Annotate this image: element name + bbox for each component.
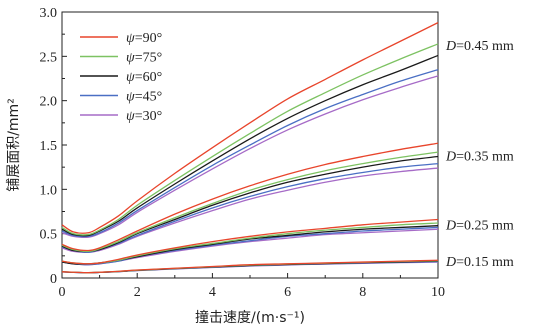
x-tick-label: 10 [431, 285, 445, 300]
legend-symbol: ψ [126, 31, 135, 46]
x-tick-label: 4 [209, 285, 216, 300]
legend-symbol: ψ [126, 90, 135, 105]
x-tick-label: 0 [59, 285, 66, 300]
y-tick-label: 3.0 [40, 6, 58, 21]
group-label-0: D=0.45 mm [445, 39, 514, 54]
group-label-symbol: D [445, 255, 456, 270]
y-tick-label: 0 [50, 272, 57, 287]
group-label-value: =0.45 mm [456, 39, 514, 54]
x-tick-label: 2 [134, 285, 141, 300]
x-tick-label: 6 [284, 285, 291, 300]
series-line [61, 259, 439, 274]
series-group-2 [61, 218, 439, 266]
legend: ψ=90°ψ=75°ψ=60°ψ=45°ψ=30° [80, 31, 162, 124]
x-tick-label: 8 [359, 285, 366, 300]
series-line [61, 151, 439, 253]
legend-label: ψ=90° [126, 31, 162, 46]
y-tick-label: 2.0 [40, 95, 58, 110]
legend-symbol: ψ [126, 51, 135, 66]
y-tick-label: 1.0 [40, 183, 58, 198]
group-label-3: D=0.15 mm [445, 255, 514, 270]
y-tick-label: 2.5 [40, 50, 58, 65]
legend-symbol: ψ [126, 109, 135, 124]
legend-label: ψ=45° [126, 90, 162, 105]
series-line [61, 155, 439, 253]
group-label-2: D=0.25 mm [445, 218, 514, 233]
legend-value: =75° [135, 51, 163, 66]
group-label-symbol: D [445, 39, 456, 54]
group-label-value: =0.15 mm [456, 255, 514, 270]
legend-value: =60° [135, 70, 163, 85]
series-line [61, 54, 439, 237]
y-tick-label: 0.5 [40, 228, 58, 243]
group-label-symbol: D [445, 150, 456, 165]
series-line [61, 22, 439, 234]
series-line [61, 226, 439, 266]
legend-label: ψ=75° [126, 51, 162, 66]
series-line [61, 142, 439, 252]
y-axis-label: 铺展面积/mm² [6, 98, 22, 192]
legend-value: =30° [135, 109, 163, 124]
y-tick-label: 1.5 [40, 139, 58, 154]
series-line [61, 218, 439, 265]
group-label-symbol: D [445, 218, 456, 233]
legend-symbol: ψ [126, 70, 135, 85]
series-group-1 [61, 142, 439, 253]
series-line [61, 75, 439, 239]
x-axis-label: 撞击速度/(m·s⁻¹) [195, 310, 305, 326]
series-line [61, 69, 439, 238]
legend-value: =45° [135, 90, 163, 105]
legend-label: ψ=30° [126, 109, 162, 124]
series-group-3 [61, 259, 439, 274]
group-label-value: =0.35 mm [456, 150, 514, 165]
series-line [61, 43, 439, 236]
series-line [61, 162, 439, 253]
series-group-0 [61, 22, 439, 239]
group-label-1: D=0.35 mm [445, 150, 514, 165]
legend-value: =90° [135, 31, 163, 46]
legend-label: ψ=60° [126, 70, 162, 85]
group-label-value: =0.25 mm [456, 218, 514, 233]
